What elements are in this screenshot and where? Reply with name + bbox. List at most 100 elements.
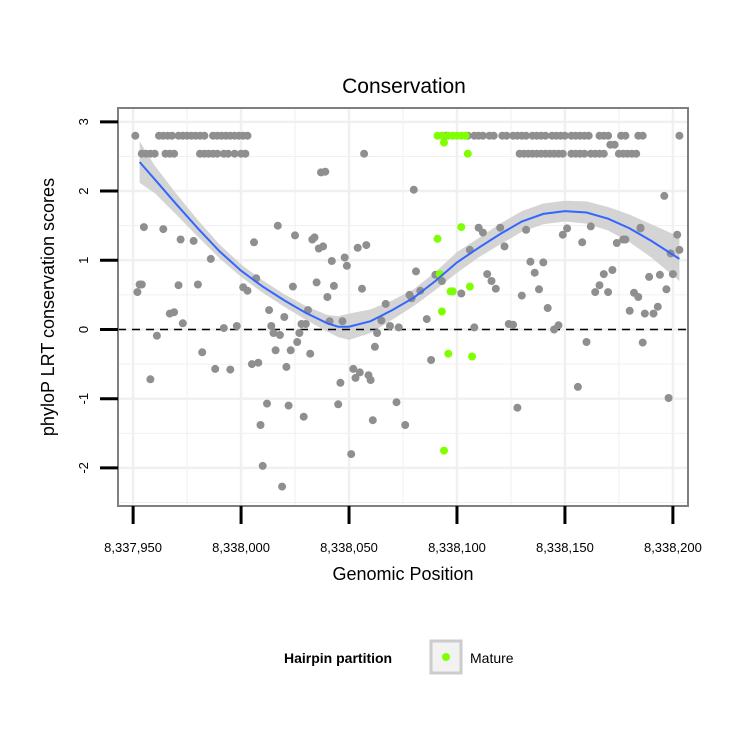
y-axis: -2 -1 0 1 2 3 <box>76 118 118 474</box>
point-other <box>394 323 403 332</box>
point-mature <box>440 138 448 147</box>
point-other <box>327 257 336 265</box>
point-other <box>392 398 401 407</box>
point-other <box>263 399 271 408</box>
y-tick-label: -2 <box>76 462 91 474</box>
point-mature <box>437 131 446 140</box>
legend-label-mature: Mature <box>470 650 514 666</box>
point-other <box>668 270 677 279</box>
point-other <box>638 131 647 140</box>
point-other <box>373 329 382 337</box>
x-axis-label: Genomic Position <box>332 564 473 584</box>
point-other <box>638 338 647 347</box>
point-other <box>189 236 198 245</box>
point-other <box>319 242 328 251</box>
x-tick-label: 8,338,050 <box>320 540 378 555</box>
point-other <box>219 324 228 333</box>
x-tick-label: 8,338,150 <box>536 540 594 555</box>
point-other <box>563 224 572 233</box>
x-tick-label: 8,338,000 <box>212 540 270 555</box>
chart-title: Conservation <box>342 75 466 98</box>
point-other <box>362 241 371 250</box>
point-other <box>381 299 390 308</box>
point-other <box>539 258 548 267</box>
point-other <box>284 401 293 410</box>
point-other <box>211 364 220 373</box>
point-other <box>675 245 684 254</box>
point-other <box>176 235 185 244</box>
point-other <box>323 293 332 301</box>
point-other <box>321 167 330 176</box>
point-other <box>673 230 682 239</box>
point-other <box>312 278 321 287</box>
point-other <box>655 270 664 279</box>
point-other <box>256 421 265 429</box>
point-mature <box>437 307 446 316</box>
point-other <box>409 185 418 194</box>
point-other <box>370 342 379 351</box>
point-other <box>310 233 319 242</box>
point-other <box>612 239 621 247</box>
y-tick-label: 0 <box>76 326 91 333</box>
point-other <box>632 149 641 158</box>
point-other <box>286 346 295 355</box>
point-other <box>232 322 241 330</box>
point-other <box>470 323 479 332</box>
point-other <box>640 309 649 318</box>
legend-title: Hairpin partition <box>284 650 392 666</box>
point-other <box>491 284 500 293</box>
point-other <box>591 288 600 297</box>
point-other <box>502 131 511 140</box>
point-other <box>342 261 351 270</box>
point-other <box>224 149 233 158</box>
point-mature <box>457 223 466 232</box>
point-other <box>338 317 347 326</box>
smooth-trend-line <box>138 161 680 328</box>
point-other <box>336 378 345 387</box>
point-other <box>230 149 239 158</box>
point-other <box>269 329 278 337</box>
panel-border <box>117 107 689 507</box>
point-other <box>412 267 420 276</box>
point-other <box>584 131 593 140</box>
point-other <box>267 322 276 330</box>
point-other <box>291 231 299 240</box>
point-other <box>649 309 658 318</box>
point-other <box>349 364 358 373</box>
point-other <box>530 268 539 277</box>
point-other <box>489 131 498 140</box>
point-other <box>558 230 567 239</box>
point-other <box>170 149 179 158</box>
point-other <box>580 149 589 158</box>
point-other <box>416 286 425 295</box>
point-other <box>675 131 684 140</box>
data-points <box>131 131 684 491</box>
point-other <box>621 235 630 244</box>
point-other <box>150 149 159 158</box>
point-mature <box>468 352 477 361</box>
point-other <box>168 131 176 140</box>
point-other <box>206 254 215 263</box>
point-other <box>573 382 582 391</box>
point-other <box>604 131 613 140</box>
point-other <box>353 243 362 252</box>
point-other <box>509 320 518 329</box>
point-other <box>595 281 604 290</box>
point-other <box>170 308 179 317</box>
point-other <box>496 223 505 232</box>
point-other <box>198 348 207 357</box>
y-tick-label: 1 <box>76 257 91 264</box>
point-other <box>243 131 252 140</box>
point-other <box>340 253 349 262</box>
point-other <box>358 284 366 293</box>
y-tick-label: 2 <box>76 187 91 194</box>
point-other <box>634 293 643 301</box>
point-mature <box>461 131 470 140</box>
point-other <box>554 321 563 330</box>
point-other <box>293 338 302 346</box>
point-other <box>159 225 168 234</box>
point-other <box>133 288 142 297</box>
point-other <box>280 313 289 321</box>
point-other <box>271 346 280 355</box>
